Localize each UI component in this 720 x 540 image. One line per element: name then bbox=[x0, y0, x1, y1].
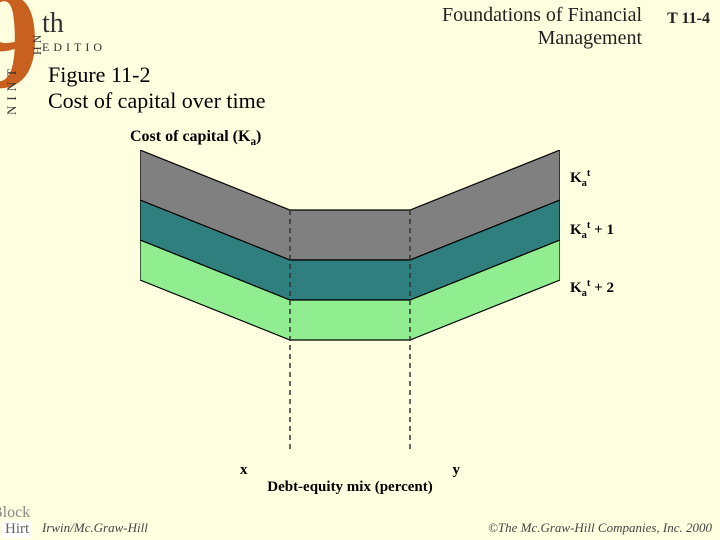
book-title: Foundations of Financial Management bbox=[442, 4, 642, 50]
book-title-line1: Foundations of Financial bbox=[442, 4, 642, 26]
series-label-kat: Kat bbox=[570, 168, 590, 189]
y-axis-label: Cost of capital (Ka) bbox=[130, 128, 261, 148]
x-axis-area: x y Debt-equity mix (percent) bbox=[140, 462, 560, 496]
slide-number: T 11-4 bbox=[667, 10, 710, 28]
edition-text: EDITIO bbox=[42, 40, 106, 55]
series-label-kat1: Kat + 1 bbox=[570, 220, 614, 241]
edition-ordinal: th bbox=[42, 8, 64, 40]
figure-caption: Cost of capital over time bbox=[48, 88, 266, 113]
cost-of-capital-chart bbox=[140, 150, 560, 450]
figure-title: Figure 11-2 Cost of capital over time bbox=[48, 62, 266, 115]
series-label-kat2: Kat + 2 bbox=[570, 278, 614, 299]
publisher: Irwin/Mc.Graw-Hill bbox=[42, 520, 148, 536]
author-block: Block bbox=[0, 504, 30, 522]
x-tick-y: y bbox=[453, 462, 461, 479]
edition-vertical-sub: H N bbox=[30, 35, 45, 55]
author-hirt: Hirt bbox=[2, 521, 32, 538]
copyright: ©The Mc.Graw-Hill Companies, Inc. 2000 bbox=[488, 520, 712, 536]
edition-vertical: NINT bbox=[4, 64, 20, 115]
x-tick-x: x bbox=[240, 462, 248, 479]
x-axis-label: Debt-equity mix (percent) bbox=[140, 479, 560, 496]
book-title-line2: Management bbox=[538, 27, 642, 49]
chart-area bbox=[140, 150, 560, 450]
figure-number: Figure 11-2 bbox=[48, 62, 150, 87]
